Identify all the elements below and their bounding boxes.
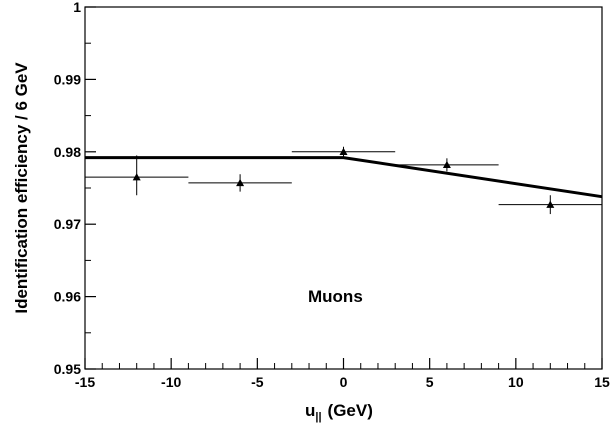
x-axis-title-main: u	[305, 401, 315, 420]
x-tick-label: -10	[161, 374, 181, 390]
x-tick-label: 15	[594, 374, 610, 390]
y-tick-label: 0.98	[54, 144, 81, 160]
x-tick-label: 5	[426, 374, 434, 390]
x-tick-label: -15	[75, 374, 95, 390]
data-point	[188, 174, 292, 192]
triangle-marker	[236, 178, 245, 187]
data-point	[291, 146, 396, 157]
y-tick-label: 0.95	[54, 361, 81, 377]
data-point	[85, 155, 189, 196]
triangle-marker	[546, 200, 555, 208]
y-tick-label: 0.97	[54, 216, 81, 232]
x-axis-title-sub: ||	[315, 411, 321, 423]
fit-line	[85, 156, 603, 199]
triangle-marker	[442, 160, 451, 169]
data-point	[395, 158, 499, 172]
x-axis-title: u|| (GeV)	[305, 401, 373, 423]
y-tick-label: 0.96	[54, 289, 81, 305]
data-points	[85, 146, 602, 215]
y-tick-label: 0.99	[54, 71, 81, 87]
y-axis: 0.95 0.96 0.97 0.98 0.99 1	[54, 0, 96, 377]
annotation-muons: Muons	[308, 287, 363, 306]
data-point	[498, 195, 602, 215]
y-axis-title: Identification efficiency / 6 GeV	[12, 62, 31, 314]
x-tick-label: 0	[340, 374, 348, 390]
triangle-marker	[132, 173, 141, 181]
plot-frame	[84, 6, 603, 370]
x-tick-label: 10	[508, 374, 524, 390]
y-tick-label: 1	[73, 0, 81, 15]
x-tick-label: -5	[251, 374, 264, 390]
x-axis: -15 -10 -5 0 5 10 15	[75, 358, 610, 390]
x-axis-title-unit: (GeV)	[328, 401, 373, 420]
fit-layer	[85, 156, 603, 199]
triangle-marker	[339, 147, 348, 155]
